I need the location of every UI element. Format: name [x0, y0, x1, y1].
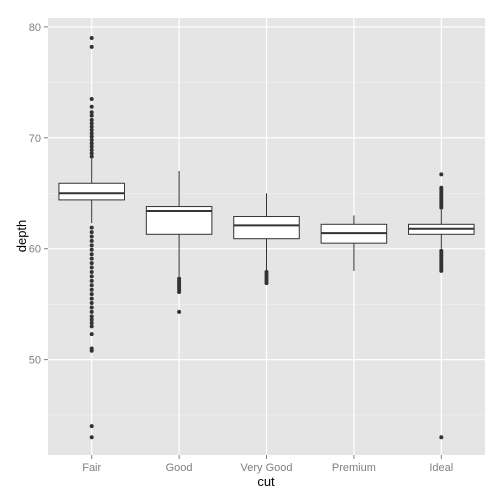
outlier-point	[89, 138, 94, 143]
outlier-point	[89, 35, 94, 40]
x-tick-label: Premium	[332, 462, 376, 474]
outlier-point	[89, 332, 94, 337]
outlier-point	[177, 289, 182, 294]
outlier-point	[89, 317, 94, 322]
box-very-good	[233, 193, 300, 271]
outlier-point	[89, 147, 94, 152]
box-body	[58, 182, 125, 201]
outlier-point	[89, 243, 94, 248]
outlier-point	[89, 261, 94, 266]
outlier-point	[89, 113, 94, 118]
outlier-point	[89, 225, 94, 230]
x-tick-label: Good	[166, 462, 193, 474]
outlier-point	[439, 268, 444, 273]
outlier-point	[439, 172, 444, 177]
y-axis-title: depth	[14, 220, 29, 253]
outlier-point	[89, 104, 94, 109]
outlier-point	[89, 252, 94, 257]
outlier-point	[89, 110, 94, 115]
outlier-point	[89, 314, 94, 319]
outlier-point	[89, 96, 94, 101]
x-axis-ticks: Fair Good Very Good Premium Ideal	[82, 455, 453, 474]
outlier-point	[89, 230, 94, 235]
box-fair	[58, 158, 125, 224]
outlier-point	[89, 324, 94, 329]
outlier-point	[89, 118, 94, 123]
box-good	[145, 171, 213, 277]
outlier-point	[89, 278, 94, 283]
y-axis-ticks: 50 60 70 80	[29, 22, 48, 367]
outlier-point	[89, 348, 94, 353]
outlier-point	[89, 124, 94, 129]
outlier-point	[89, 256, 94, 261]
outlier-point	[89, 287, 94, 292]
outlier-point	[439, 185, 444, 190]
outlier-point	[89, 309, 94, 314]
outlier-point	[89, 283, 94, 288]
outlier-point	[89, 238, 94, 243]
y-tick-label: 50	[29, 355, 41, 367]
boxes	[58, 158, 475, 277]
outlier-point	[89, 274, 94, 279]
outlier-points	[89, 35, 444, 440]
outlier-point	[89, 134, 94, 139]
box-ideal	[408, 209, 475, 249]
outlier-point	[89, 131, 94, 136]
outlier-point	[89, 247, 94, 252]
outlier-point	[89, 265, 94, 270]
outlier-point	[89, 121, 94, 126]
outlier-point	[89, 296, 94, 301]
outlier-point	[177, 309, 182, 314]
y-tick-label: 80	[29, 22, 41, 34]
x-tick-label: Very Good	[241, 462, 293, 474]
outlier-point	[89, 435, 94, 440]
outlier-point	[89, 321, 94, 326]
outlier-point	[89, 151, 94, 156]
x-tick-label: Fair	[82, 462, 101, 474]
outlier-point	[89, 44, 94, 49]
outlier-point	[439, 435, 444, 440]
box-body	[233, 216, 300, 240]
outlier-point	[264, 281, 269, 286]
x-tick-label: Ideal	[429, 462, 453, 474]
box-premium	[320, 215, 388, 271]
y-tick-label: 70	[29, 133, 41, 145]
outlier-point	[89, 154, 94, 159]
outlier-point	[89, 234, 94, 239]
outlier-point	[89, 128, 94, 133]
outlier-point	[89, 144, 94, 149]
outlier-point	[89, 424, 94, 429]
y-tick-label: 60	[29, 244, 41, 256]
outlier-point	[89, 269, 94, 274]
outlier-point	[89, 301, 94, 306]
x-axis-title: cut	[257, 474, 275, 489]
outlier-point	[89, 305, 94, 310]
outlier-point	[89, 292, 94, 297]
outlier-point	[89, 141, 94, 146]
